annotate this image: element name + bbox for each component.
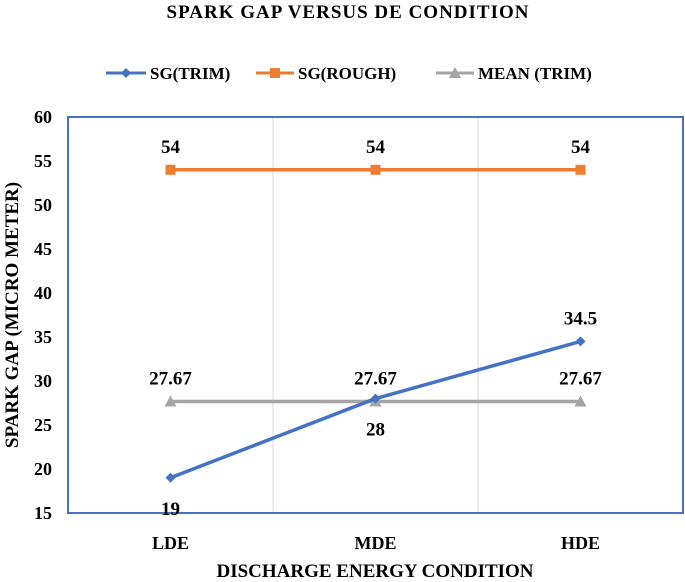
y-tick-label: 20 xyxy=(34,459,52,479)
gridlines xyxy=(272,117,479,513)
data-label: 54 xyxy=(571,137,591,158)
y-tick-label: 55 xyxy=(34,151,52,171)
data-point xyxy=(165,472,176,483)
series-line xyxy=(169,339,581,480)
data-label: 19 xyxy=(161,499,180,520)
data-label: 27.67 xyxy=(149,369,192,390)
chart-title: SPARK GAP VERSUS DE CONDITION xyxy=(167,2,530,23)
y-tick-label: 40 xyxy=(34,283,52,303)
legend-item-rough: SG(ROUGH) xyxy=(256,64,396,83)
data-label: 28 xyxy=(366,420,385,441)
data-point xyxy=(574,395,587,407)
data-labels: 27.67 27.67 27.67 54 54 54 19 28 34.5 xyxy=(149,137,602,520)
x-tick-label: MDE xyxy=(355,533,397,553)
y-axis-label: SPARK GAP (MICRO METER) xyxy=(2,182,23,448)
data-point xyxy=(575,336,586,347)
y-tick-label: 30 xyxy=(34,371,52,391)
data-point xyxy=(164,395,177,407)
data-point xyxy=(575,164,586,175)
y-tick-label: 15 xyxy=(34,503,52,523)
x-tick-label: HDE xyxy=(561,533,600,553)
data-point xyxy=(370,393,381,404)
legend-label-rough: SG(ROUGH) xyxy=(298,64,396,83)
y-tick-label: 45 xyxy=(34,239,52,259)
data-point xyxy=(165,164,176,175)
data-label: 54 xyxy=(161,137,181,158)
y-tick-label: 60 xyxy=(34,107,52,127)
y-axis-ticks: 15 20 25 30 35 40 45 50 55 60 xyxy=(34,107,52,523)
data-point xyxy=(370,164,381,175)
x-tick-label: LDE xyxy=(152,533,189,553)
legend-marker-rough xyxy=(270,68,280,78)
x-axis-ticks: LDE MDE HDE xyxy=(152,533,600,553)
series xyxy=(164,164,587,483)
legend-label-trim: SG(TRIM) xyxy=(150,64,230,83)
legend-item-mean: MEAN (TRIM) xyxy=(436,64,592,83)
legend-marker-mean xyxy=(449,67,461,78)
legend-marker-trim xyxy=(121,68,131,78)
legend: SG(TRIM) SG(ROUGH) MEAN (TRIM) xyxy=(106,64,592,83)
y-tick-label: 35 xyxy=(34,327,52,347)
x-axis-label: DISCHARGE ENERGY CONDITION xyxy=(216,561,533,582)
legend-item-trim: SG(TRIM) xyxy=(106,64,230,83)
data-label: 27.67 xyxy=(354,369,397,390)
y-tick-label: 50 xyxy=(34,195,52,215)
legend-label-mean: MEAN (TRIM) xyxy=(478,64,592,83)
plot-area-border xyxy=(67,116,684,514)
data-label: 34.5 xyxy=(564,308,597,329)
data-label: 54 xyxy=(366,137,386,158)
data-label: 27.67 xyxy=(559,369,602,390)
y-tick-label: 25 xyxy=(34,415,52,435)
